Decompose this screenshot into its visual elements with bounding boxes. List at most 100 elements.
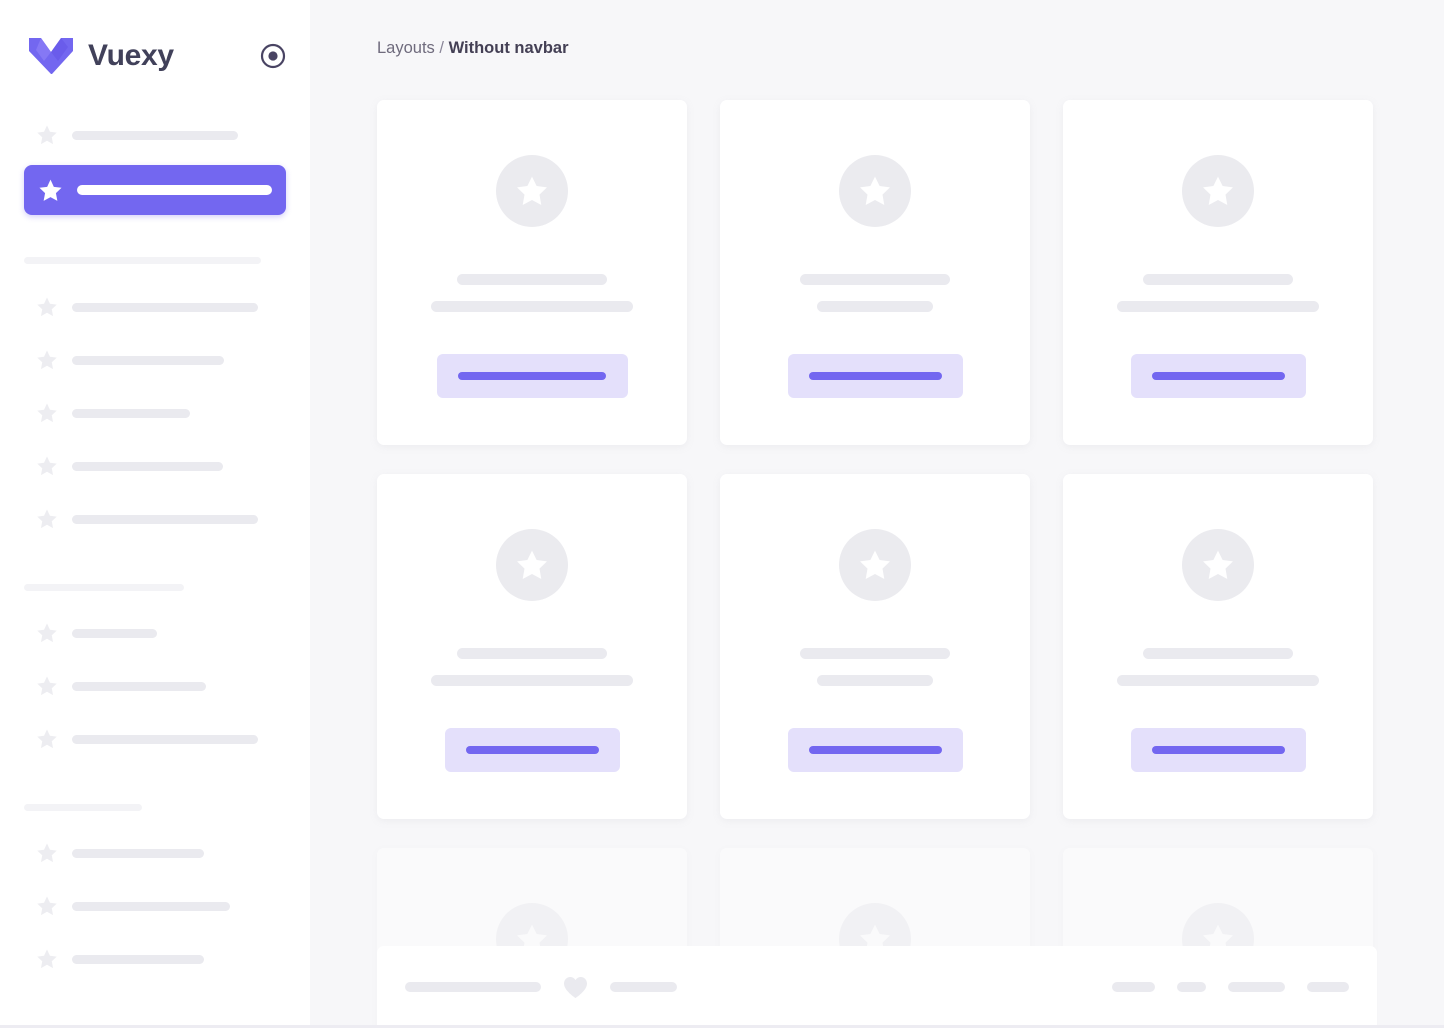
sidebar-item[interactable] — [22, 339, 288, 381]
card-action-button-label-skeleton — [808, 372, 942, 380]
sidebar-item-label-skeleton — [72, 954, 204, 964]
nav-group — [22, 215, 288, 540]
breadcrumb-current: Without navbar — [448, 39, 569, 57]
avatar — [1182, 155, 1254, 227]
star-icon — [860, 550, 890, 579]
card-action-button-label-skeleton — [1151, 746, 1285, 754]
star-icon — [39, 179, 62, 201]
vuexy-v-logo-icon — [29, 38, 73, 74]
footer-bar[interactable] — [1112, 982, 1155, 992]
content-card[interactable] — [720, 100, 1030, 445]
card-line — [457, 274, 607, 285]
card-action-button[interactable] — [1130, 728, 1306, 772]
heart-icon — [564, 976, 587, 998]
sidebar-item[interactable] — [22, 498, 288, 540]
star-icon — [37, 676, 57, 696]
card-text-lines — [1063, 648, 1373, 686]
star-icon — [1203, 924, 1233, 953]
sidebar-item[interactable] — [22, 885, 288, 927]
sidebar-item-label-skeleton — [72, 408, 190, 418]
content-card[interactable] — [720, 474, 1030, 819]
card-text-lines — [377, 648, 687, 686]
card-action-button[interactable] — [444, 728, 620, 772]
star-icon — [1203, 176, 1233, 205]
sidebar-item[interactable] — [22, 286, 288, 328]
star-icon — [37, 949, 57, 969]
card-action-button[interactable] — [787, 354, 963, 398]
sidebar: Vuexy — [0, 0, 310, 1028]
nav-group — [22, 540, 288, 760]
avatar — [839, 529, 911, 601]
card-action-button[interactable] — [436, 354, 628, 398]
sidebar-item-label-skeleton — [72, 355, 224, 365]
card-action-button-label-skeleton — [808, 746, 942, 754]
card-text-lines — [377, 274, 687, 312]
card-text-lines — [720, 648, 1030, 686]
footer-bar — [405, 982, 541, 992]
sidebar-item-label-skeleton — [72, 514, 258, 524]
circle-dot-pin-icon[interactable] — [260, 43, 286, 69]
star-icon — [517, 550, 547, 579]
footer-bar[interactable] — [1307, 982, 1349, 992]
card-grid — [377, 100, 1377, 1028]
sidebar-item[interactable] — [22, 612, 288, 654]
nav-section-divider — [24, 257, 261, 264]
card-action-button[interactable] — [1130, 354, 1306, 398]
sidebar-item-label-skeleton — [72, 628, 157, 638]
star-icon — [37, 125, 57, 145]
card-action-button-label-skeleton — [1151, 372, 1285, 380]
card-text-lines — [720, 274, 1030, 312]
footer-left-group — [405, 976, 677, 999]
card-line — [800, 274, 950, 285]
sidebar-item-label-skeleton — [77, 185, 272, 195]
footer-bar[interactable] — [1177, 982, 1206, 992]
breadcrumb: Layouts / Without navbar — [310, 0, 1444, 60]
sidebar-item-label-skeleton — [72, 130, 238, 140]
footer-bar — [610, 982, 677, 992]
breadcrumb-separator: / — [439, 39, 444, 57]
card-line — [457, 648, 607, 659]
card-action-button[interactable] — [787, 728, 963, 772]
content-card[interactable] — [1063, 100, 1373, 445]
breadcrumb-parent[interactable]: Layouts — [377, 39, 435, 57]
card-line — [1143, 648, 1293, 659]
avatar — [839, 155, 911, 227]
card-text-lines — [1063, 274, 1373, 312]
main-content: Layouts / Without navbar — [310, 0, 1444, 1028]
star-icon — [517, 176, 547, 205]
star-icon — [37, 403, 57, 423]
sidebar-header: Vuexy — [0, 0, 310, 112]
sidebar-item[interactable] — [22, 665, 288, 707]
sidebar-item[interactable] — [22, 832, 288, 874]
card-line — [1143, 274, 1293, 285]
content-card[interactable] — [1063, 474, 1373, 819]
avatar — [496, 529, 568, 601]
sidebar-item[interactable] — [22, 445, 288, 487]
sidebar-item[interactable] — [22, 938, 288, 980]
sidebar-item[interactable] — [22, 392, 288, 434]
sidebar-item-label-skeleton — [72, 461, 223, 471]
star-icon — [37, 729, 57, 749]
card-line — [817, 675, 933, 686]
star-icon — [37, 350, 57, 370]
footer-bar[interactable] — [1228, 982, 1285, 992]
sidebar-item-active[interactable] — [24, 165, 286, 215]
nav-group — [22, 760, 288, 980]
star-icon — [37, 843, 57, 863]
nav-group — [22, 112, 288, 215]
sidebar-item[interactable] — [22, 114, 288, 156]
star-icon — [37, 896, 57, 916]
sidebar-item-label-skeleton — [72, 901, 230, 911]
star-icon — [860, 176, 890, 205]
brand[interactable]: Vuexy — [28, 36, 260, 76]
content-card[interactable] — [377, 474, 687, 819]
bottom-edge-divider — [0, 1025, 1444, 1028]
nav-section-divider — [24, 804, 142, 811]
content-card[interactable] — [377, 100, 687, 445]
sidebar-item[interactable] — [22, 718, 288, 760]
card-line — [800, 648, 950, 659]
brand-name: Vuexy — [88, 39, 174, 72]
sidebar-item-label-skeleton — [72, 734, 258, 744]
star-icon — [1203, 550, 1233, 579]
